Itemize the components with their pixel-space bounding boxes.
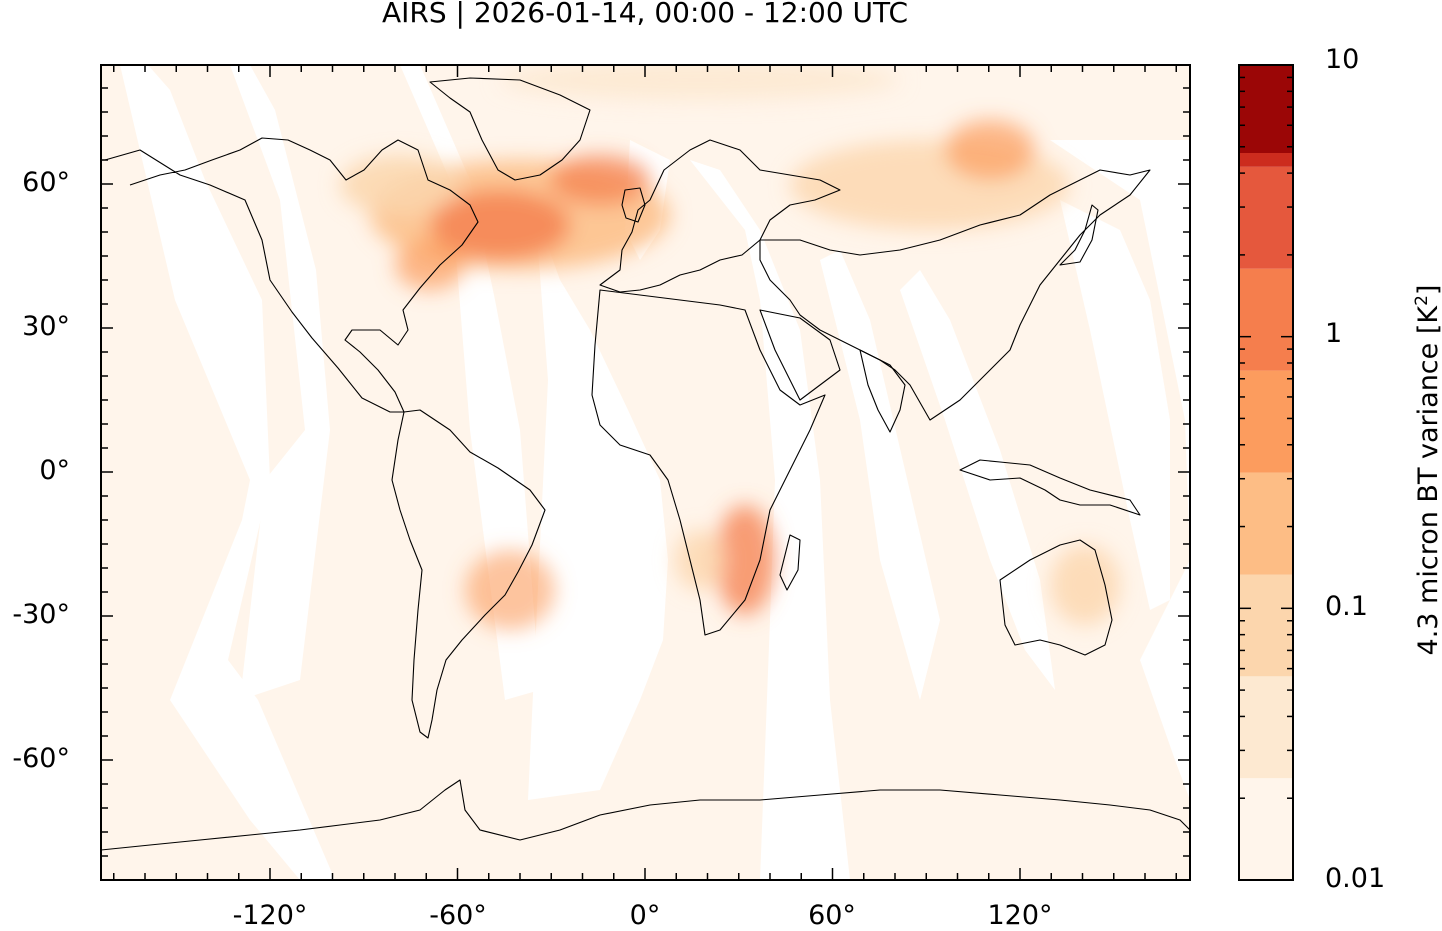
swath-gap (400, 65, 540, 700)
coastline-north-america (104, 137, 479, 413)
swath-gap (900, 270, 1055, 690)
coastline-greenland (429, 77, 591, 181)
coastline-africa (591, 289, 826, 636)
colorbar-band (1239, 268, 1293, 371)
coastline-madagascar (779, 534, 801, 591)
coastline-australia (999, 539, 1113, 656)
hotspot-africa (675, 530, 725, 590)
hotspot-us-east (395, 240, 465, 290)
coastline-south-america (391, 409, 546, 739)
hotspot-hudson (340, 155, 460, 215)
y-tick-label: 30° (22, 311, 70, 342)
swath-gap (230, 65, 330, 700)
colorbar-band (1239, 778, 1293, 880)
colorbar-band (1239, 370, 1293, 473)
swath-gap (528, 210, 668, 800)
x-tick-label: 0° (629, 900, 661, 931)
y-tick-label: 0° (39, 455, 70, 486)
colorbar-tick-label: 0.1 (1325, 591, 1368, 622)
colorbar-ticks (1239, 64, 1293, 881)
colorbar-band (1239, 676, 1293, 779)
colorbar-band (1239, 153, 1293, 167)
swath-gap (820, 250, 940, 700)
colorbar-tick-label: 10 (1325, 44, 1360, 75)
colorbar-frame (1238, 64, 1294, 881)
axis-ticks (101, 65, 1190, 881)
hotspot-north-atlantic-core (430, 190, 570, 260)
colorbar-tick-label: 1 (1325, 318, 1343, 349)
hotspot-se-africa (715, 505, 775, 615)
coastline-se-asia-islands (959, 459, 1141, 516)
coastline-japan (1059, 204, 1099, 266)
hotspot-siberia-core (945, 120, 1035, 180)
colorbar-tick-label: 0.01 (1325, 863, 1386, 894)
colorbar-band (1239, 65, 1293, 153)
coastline-arabia (759, 309, 841, 401)
coastline-europe (599, 139, 841, 293)
swath-gaps (120, 65, 1190, 880)
coastline-uk (621, 187, 646, 223)
coastline-antarctica (101, 779, 1190, 851)
y-tick-label: -60° (12, 743, 70, 774)
coastline-asia (759, 169, 1151, 421)
y-tick-label: 60° (22, 167, 70, 198)
colorbar-band (1239, 166, 1293, 269)
coastlines (101, 77, 1190, 851)
swath-gap (690, 160, 850, 880)
hotspot-australia (1050, 545, 1120, 625)
x-tick-label: 120° (987, 900, 1053, 931)
x-tick-label: -120° (232, 900, 308, 931)
swath-gap (1060, 200, 1170, 610)
colorbar-title: 4.3 micron BT variance [K2] (1412, 284, 1442, 656)
figure-title: AIRS | 2026-01-14, 00:00 - 12:00 UTC (381, 0, 909, 29)
swath-gap (1050, 140, 1190, 800)
hotspot-arctic (500, 65, 900, 100)
swath-gap (120, 65, 335, 880)
x-tick-label: 60° (808, 900, 856, 931)
colorbar (1239, 65, 1293, 880)
hotspot-north-atlantic-core (550, 155, 650, 205)
coastline-india (859, 349, 906, 433)
x-tick-label: -60° (429, 900, 487, 931)
map-field (101, 65, 1190, 880)
colorbar-band (1239, 574, 1293, 677)
hotspot-south-america (465, 550, 555, 630)
colorbar-band (1239, 472, 1293, 575)
y-tick-label: -30° (12, 599, 70, 630)
